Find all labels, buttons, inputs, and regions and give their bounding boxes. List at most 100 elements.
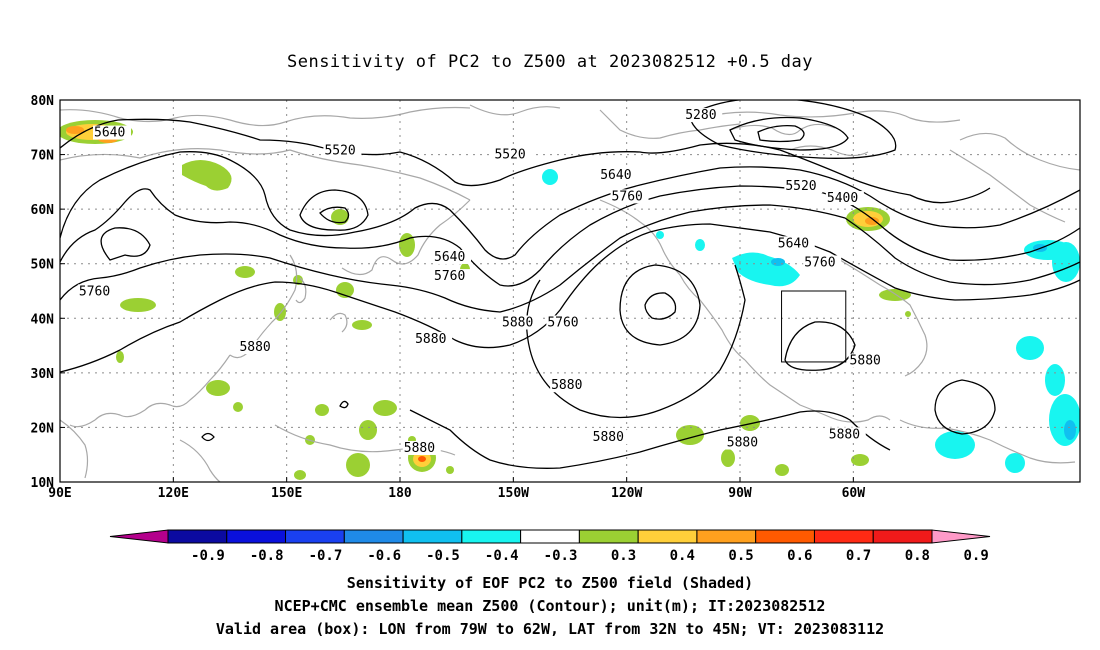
colorbar-bin: [755, 529, 815, 544]
contour-label-bg: [776, 236, 815, 251]
contour-label: 5640: [600, 168, 631, 183]
valid-area-box: [781, 290, 847, 363]
contour-label-bg: [433, 269, 471, 284]
contour-label: 5520: [324, 144, 355, 159]
colorbar-bin: [520, 529, 580, 544]
contour-label-bg: [803, 255, 842, 270]
map-title: Sensitivity of PC2 to Z500 at 2023082512…: [287, 52, 813, 72]
contour-label: 5760: [434, 269, 465, 284]
sensitivity-shading: [60, 120, 1080, 480]
colorbar-bin: [813, 529, 874, 544]
contour-label: 5880: [727, 436, 758, 451]
contour-label-bg: [93, 125, 131, 140]
footer-line-1: Sensitivity of EOF PC2 to Z500 field (Sh…: [347, 574, 753, 592]
contour-label: 5640: [778, 236, 809, 251]
lat-tick-label: 60N: [31, 203, 55, 218]
colorbar-bin: [402, 529, 463, 544]
colorbar-label: 0.4: [670, 548, 695, 564]
contour-label: 5880: [593, 430, 624, 445]
lat-tick-label: 40N: [31, 312, 55, 327]
lat-tick-label: 70N: [31, 149, 55, 164]
contour-label-bg: [414, 331, 453, 346]
contour-labels: 5280 5400 5520 5520 5520 5640 5640 5640 5640 5760…: [77, 108, 887, 456]
map-frame: [59, 99, 1081, 483]
contour-label-bg: [591, 430, 630, 445]
colorbar-label: 0.5: [728, 548, 753, 564]
map-background: [60, 100, 1080, 482]
colorbar-bin: [872, 529, 933, 544]
lon-tick-label: 60W: [842, 486, 866, 501]
contour-label-bg: [402, 440, 441, 455]
contour-label: 5880: [829, 427, 860, 442]
lon-tick-label: 180: [388, 486, 412, 501]
colorbar-arrow-right: [931, 529, 991, 544]
colorbar: -0.9 -0.8 -0.7 -0.6 -0.5 -0.4 -0.3 0.3 0.4 0.5 0.6…: [109, 529, 991, 564]
footer-line-2: NCEP+CMC ensemble mean Z500 (Contour); u…: [275, 597, 826, 615]
contour-label-bg: [323, 143, 362, 158]
contour-label-bg: [825, 191, 864, 206]
colorbar-label: 0.6: [787, 548, 812, 564]
graticule: [60, 100, 1080, 482]
contour-label-bg: [77, 284, 116, 299]
lon-tick-label: 90E: [48, 486, 71, 501]
contour-label: 5520: [494, 147, 525, 162]
colorbar-label: -0.5: [426, 548, 460, 564]
contour-label-bg: [433, 249, 471, 264]
contour-label-bg: [599, 168, 638, 183]
footer-line-3: Valid area (box): LON from 79W to 62W, L…: [216, 620, 884, 638]
lat-tick-label: 80N: [31, 94, 55, 109]
latitude-ticks: 80N 70N 60N 50N 40N 30N 20N 10N: [31, 94, 65, 491]
contour-label: 5640: [434, 250, 465, 265]
colorbar-label: -0.6: [367, 548, 401, 564]
contour-label: 5760: [612, 189, 643, 204]
colorbar-bin: [578, 529, 639, 544]
contour-label-bg: [550, 378, 589, 393]
contour-label: 5880: [502, 315, 533, 330]
contour-label: 5880: [551, 378, 582, 393]
colorbar-arrow-left: [109, 529, 169, 544]
contour-label-bg: [501, 315, 539, 330]
lon-tick-label: 120E: [158, 486, 189, 501]
lon-tick-label: 150E: [271, 486, 302, 501]
contour-label-bg: [610, 189, 649, 204]
lon-tick-label: 120W: [611, 486, 642, 501]
lon-tick-label: 90W: [728, 486, 752, 501]
contour-label: 5880: [850, 354, 881, 369]
contour-label: 5760: [804, 255, 835, 270]
contour-label: 5520: [785, 179, 816, 194]
colorbar-label: 0.7: [846, 548, 871, 564]
colorbar-label: 0.8: [905, 548, 930, 564]
contour-label: 5760: [79, 284, 110, 299]
lat-tick-label: 50N: [31, 258, 55, 273]
contour-label-bg: [546, 315, 585, 330]
colorbar-label: -0.4: [485, 548, 519, 564]
lat-tick-label: 20N: [31, 421, 55, 436]
map-panel: 5280 5400 5520 5520 5520 5640 5640 5640 5640 5760…: [31, 94, 1081, 501]
contour-label: 5880: [404, 441, 435, 456]
contour-label-bg: [684, 108, 723, 123]
colorbar-label: -0.9: [191, 548, 225, 564]
contour-label-bg: [827, 427, 866, 442]
contour-label: 5400: [827, 191, 858, 206]
colorbar-bin: [343, 529, 404, 544]
lat-tick-label: 10N: [31, 476, 55, 491]
colorbar-bin: [226, 529, 287, 544]
contour-label: 5880: [239, 340, 270, 355]
colorbar-bin: [167, 529, 228, 544]
contour-label: 5640: [94, 126, 125, 141]
contour-label: 5760: [547, 315, 578, 330]
colorbar-bin: [285, 529, 345, 544]
contour-label: 5280: [685, 108, 716, 123]
colorbar-label: -0.3: [544, 548, 578, 564]
colorbar-bin: [461, 529, 522, 544]
contour-label-bg: [848, 353, 887, 368]
colorbar-bin: [637, 529, 698, 544]
colorbar-bin: [696, 529, 757, 544]
z500-contours: [60, 100, 1080, 469]
contour-label-bg: [238, 340, 277, 355]
contour-label-bg: [725, 435, 764, 450]
lat-tick-label: 30N: [31, 367, 55, 382]
colorbar-label: -0.8: [250, 548, 284, 564]
contour-label: 5880: [415, 332, 446, 347]
